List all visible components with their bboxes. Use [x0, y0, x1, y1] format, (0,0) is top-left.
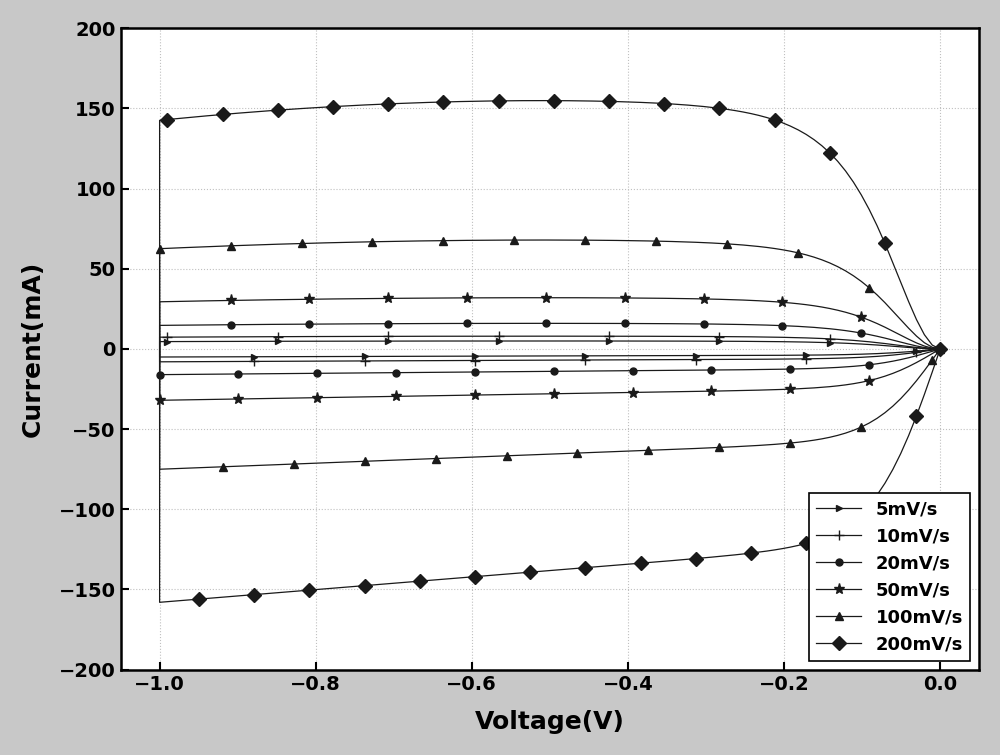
50mV/s [934, 344, 946, 353]
50mV/s [934, 344, 946, 353]
100mV/s [508, 236, 520, 245]
10mV/s [934, 344, 946, 353]
200mV/s [816, 534, 828, 543]
100mV/s [816, 434, 828, 443]
5mV/s [871, 349, 883, 358]
20mV/s [934, 344, 946, 353]
5mV/s [532, 337, 544, 346]
5mV/s [508, 337, 520, 346]
20mV/s [816, 364, 828, 373]
Line: 200mV/s: 200mV/s [155, 96, 945, 607]
20mV/s [154, 370, 166, 379]
100mV/s [934, 344, 946, 353]
20mV/s [871, 331, 883, 341]
5mV/s [871, 341, 883, 350]
50mV/s [154, 396, 166, 405]
10mV/s [642, 331, 654, 341]
100mV/s [871, 414, 883, 423]
10mV/s [840, 335, 852, 344]
50mV/s [871, 319, 883, 328]
10mV/s [934, 344, 946, 353]
20mV/s [642, 319, 654, 328]
Line: 50mV/s: 50mV/s [154, 292, 946, 406]
50mV/s [508, 293, 520, 302]
Legend: 5mV/s, 10mV/s, 20mV/s, 50mV/s, 100mV/s, 200mV/s: 5mV/s, 10mV/s, 20mV/s, 50mV/s, 100mV/s, … [809, 493, 970, 661]
20mV/s [934, 344, 946, 353]
200mV/s [154, 598, 166, 607]
50mV/s [840, 308, 852, 317]
200mV/s [642, 98, 654, 107]
Line: 10mV/s: 10mV/s [155, 331, 945, 367]
5mV/s [816, 350, 828, 359]
50mV/s [816, 383, 828, 392]
20mV/s [508, 319, 520, 328]
20mV/s [840, 326, 852, 335]
100mV/s [532, 236, 544, 245]
10mV/s [871, 338, 883, 347]
5mV/s [154, 353, 166, 362]
20mV/s [871, 359, 883, 368]
50mV/s [871, 374, 883, 383]
50mV/s [532, 293, 544, 302]
200mV/s [508, 96, 520, 105]
100mV/s [840, 267, 852, 276]
200mV/s [871, 491, 883, 500]
X-axis label: Voltage(V): Voltage(V) [475, 710, 625, 734]
Line: 100mV/s: 100mV/s [155, 236, 944, 473]
5mV/s [934, 344, 946, 353]
10mV/s [816, 354, 828, 363]
5mV/s [934, 344, 946, 353]
10mV/s [871, 352, 883, 361]
200mV/s [934, 344, 946, 353]
Y-axis label: Current(mA): Current(mA) [21, 261, 45, 437]
10mV/s [508, 331, 520, 341]
200mV/s [840, 166, 852, 175]
100mV/s [934, 344, 946, 353]
5mV/s [840, 339, 852, 348]
100mV/s [642, 236, 654, 245]
Line: 5mV/s: 5mV/s [156, 337, 944, 360]
20mV/s [532, 319, 544, 328]
100mV/s [871, 291, 883, 300]
200mV/s [934, 344, 946, 353]
50mV/s [642, 294, 654, 303]
100mV/s [154, 464, 166, 473]
200mV/s [532, 96, 544, 105]
200mV/s [871, 221, 883, 230]
Line: 20mV/s: 20mV/s [156, 320, 944, 378]
5mV/s [642, 337, 654, 346]
10mV/s [154, 357, 166, 366]
10mV/s [532, 331, 544, 341]
